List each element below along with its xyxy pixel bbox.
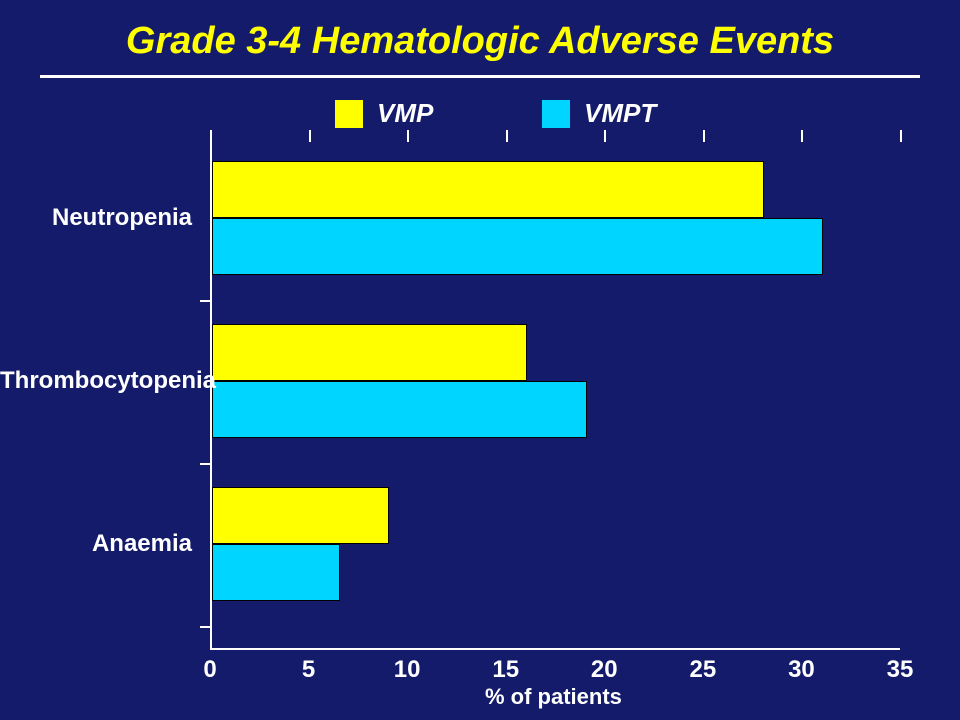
x-tick-label: 35 xyxy=(887,656,914,684)
bar-neutropenia-vmp xyxy=(212,161,764,218)
y-tick xyxy=(200,300,210,302)
x-tick-label: 10 xyxy=(394,656,421,684)
legend-swatch-vmpt xyxy=(542,100,570,128)
top-tick xyxy=(703,130,705,142)
x-tick-label: 25 xyxy=(689,656,716,684)
x-tick-label: 5 xyxy=(302,656,315,684)
top-tick xyxy=(900,130,902,142)
category-label-anaemia: Anaemia xyxy=(0,530,192,558)
bar-anaemia-vmpt xyxy=(212,544,340,601)
top-tick xyxy=(801,130,803,142)
bar-chart: 05101520253035% of patients xyxy=(210,130,900,650)
bar-neutropenia-vmpt xyxy=(212,218,823,275)
category-label-thrombocytopenia: Thrombocytopenia xyxy=(0,367,192,395)
bar-anaemia-vmp xyxy=(212,487,389,544)
top-tick xyxy=(407,130,409,142)
y-tick xyxy=(200,626,210,628)
legend-label-vmp: VMP xyxy=(377,98,433,129)
legend-swatch-vmp xyxy=(335,100,363,128)
x-tick-label: 15 xyxy=(492,656,519,684)
top-tick xyxy=(506,130,508,142)
slide-title: Grade 3-4 Hematologic Adverse Events xyxy=(0,20,960,63)
x-tick-label: 20 xyxy=(591,656,618,684)
x-axis-title: % of patients xyxy=(485,684,622,710)
y-tick xyxy=(200,463,210,465)
top-tick xyxy=(604,130,606,142)
legend-label-vmpt: VMPT xyxy=(584,98,656,129)
bar-thrombocytopenia-vmp xyxy=(212,324,527,381)
slide: Grade 3-4 Hematologic Adverse Events VMP… xyxy=(0,0,960,720)
x-tick-label: 0 xyxy=(203,656,216,684)
bar-thrombocytopenia-vmpt xyxy=(212,381,587,438)
top-tick xyxy=(309,130,311,142)
x-axis xyxy=(210,648,900,650)
title-rule xyxy=(40,75,920,78)
category-label-neutropenia: Neutropenia xyxy=(0,204,192,232)
x-tick-label: 30 xyxy=(788,656,815,684)
